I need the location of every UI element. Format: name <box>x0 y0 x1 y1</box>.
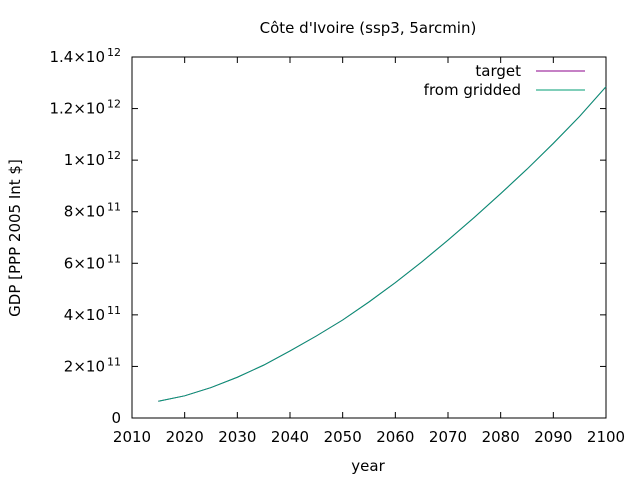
y-tick-exponent: 12 <box>107 46 121 59</box>
y-tick-mantissa: 4×10 <box>64 306 105 324</box>
y-tick-exponent: 11 <box>107 252 121 265</box>
series-layer <box>158 86 607 402</box>
y-tick-label: 2×10 11 <box>64 355 121 375</box>
y-tick-exponent: 11 <box>107 201 121 214</box>
y-tick-exponent: 11 <box>107 355 121 368</box>
plot-frame <box>131 56 607 419</box>
x-axis-ticks: 2010 2020 2030 2040 2050 2060 2070 2080 2090 2100 <box>113 57 625 446</box>
x-axis-label: year <box>351 457 385 475</box>
legend-label: from gridded <box>424 81 521 99</box>
y-tick-label: 1×10 12 <box>64 149 121 169</box>
x-tick-label: 2010 <box>113 428 151 446</box>
legend-label: target <box>475 62 521 80</box>
x-tick-label: 2070 <box>429 428 467 446</box>
y-tick-mantissa: 1×10 <box>64 151 105 169</box>
y-tick-mantissa: 1.4×10 <box>49 48 105 66</box>
x-tick-label: 2040 <box>271 428 309 446</box>
x-tick-label: 2090 <box>534 428 572 446</box>
y-tick-label: 0 <box>111 409 121 427</box>
y-tick-mantissa: 1.2×10 <box>49 100 105 118</box>
y-tick-mantissa: 6×10 <box>64 254 105 272</box>
y-axis-label: GDP [PPP 2005 Int $] <box>6 159 24 317</box>
y-tick-exponent: 12 <box>107 149 121 162</box>
x-tick-label: 2100 <box>587 428 625 446</box>
chart-title: Côte d'Ivoire (ssp3, 5arcmin) <box>260 19 477 37</box>
y-tick-mantissa: 8×10 <box>64 203 105 221</box>
y-tick-label: 1.4×10 12 <box>49 46 121 66</box>
y-tick-label: 1.2×10 12 <box>49 98 121 118</box>
series-line-from-gridded <box>158 86 607 402</box>
y-tick-exponent: 11 <box>107 304 121 317</box>
series-line-target <box>158 86 607 402</box>
x-tick-label: 2020 <box>166 428 204 446</box>
x-tick-label: 2080 <box>482 428 520 446</box>
x-tick-label: 2060 <box>376 428 414 446</box>
y-tick-label: 6×10 11 <box>64 252 121 272</box>
y-tick-mantissa: 0 <box>111 409 121 427</box>
y-tick-label: 4×10 11 <box>64 304 121 324</box>
y-tick-mantissa: 2×10 <box>64 357 105 375</box>
y-axis-ticks: 02×10 114×10 116×10 118×10 111×10 121.2×10 121… <box>49 46 606 427</box>
y-tick-exponent: 12 <box>107 98 121 111</box>
x-tick-label: 2030 <box>218 428 256 446</box>
y-tick-label: 8×10 11 <box>64 201 121 221</box>
x-tick-label: 2050 <box>324 428 362 446</box>
